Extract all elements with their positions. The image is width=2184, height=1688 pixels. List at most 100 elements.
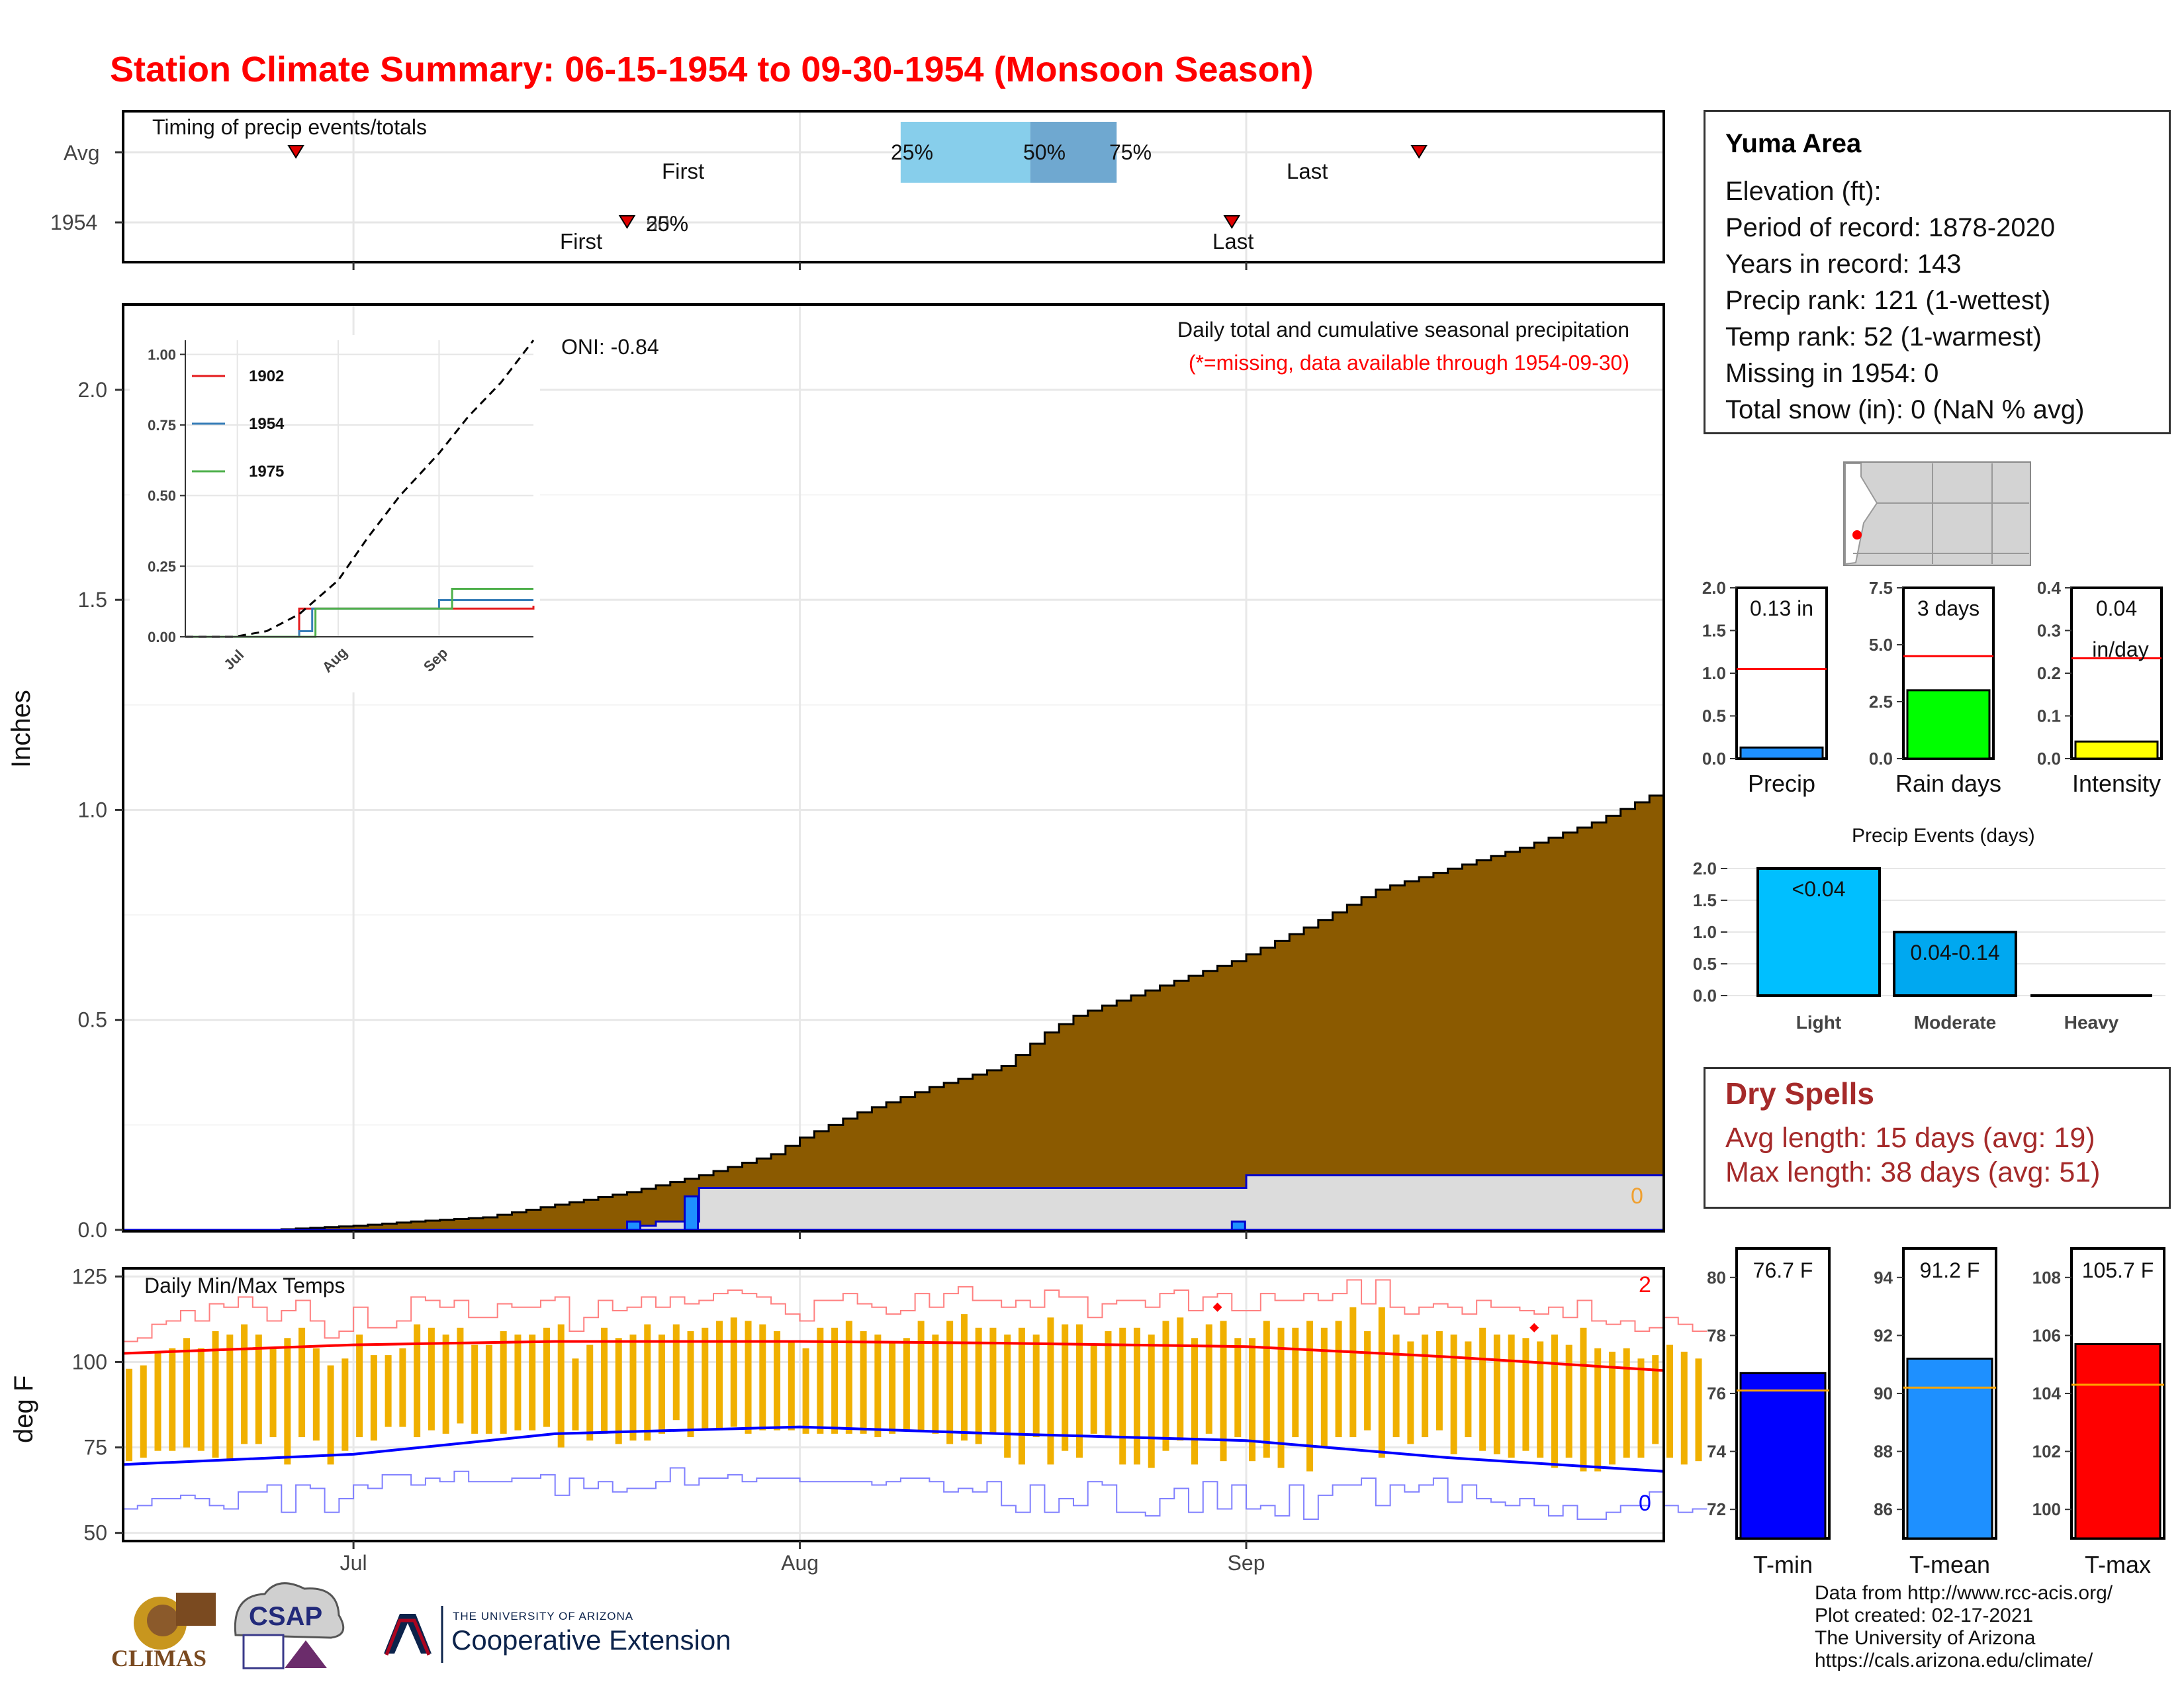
daily-temp-bar — [644, 1324, 651, 1441]
daily-temp-bar — [1580, 1327, 1587, 1472]
gauges: 0.0 0.5 1.0 1.5 2.0 0.13 in Precip 0.0 2.5 5.0 7.5… — [1702, 578, 2163, 797]
intensity-gauge-value-unit: in/day — [2092, 637, 2148, 661]
tmax-temp-gauge-bar — [2074, 1343, 2161, 1540]
obs-pct-label-2: 50% — [646, 212, 689, 236]
event-bar-label: <0.04 — [1792, 877, 1846, 901]
rain_days-gauge-bar — [1906, 689, 1991, 760]
daily-temp-bar — [356, 1335, 363, 1438]
daily-temp-bar — [1277, 1327, 1285, 1468]
record-high-marker — [1212, 1302, 1222, 1312]
daily-temp-bar — [1594, 1348, 1602, 1472]
events-ytick-label: 1.0 — [1693, 922, 1717, 942]
daily-temp-bar — [514, 1335, 522, 1430]
csap-logo — [234, 1582, 345, 1669]
daily-temp-bar — [341, 1358, 349, 1451]
min-record-count: 0 — [1639, 1491, 1651, 1516]
temp-ytick-label: 100 — [72, 1350, 107, 1374]
tmean-temp-gauge-tick-label: 86 — [1874, 1499, 1893, 1519]
avg-last-label: Last — [1287, 159, 1328, 183]
daily-temp-bar — [298, 1327, 306, 1438]
daily-temp-bar — [600, 1327, 608, 1434]
daily-temp-bar — [802, 1348, 809, 1434]
tmin-temp-gauge-tick-label: 80 — [1707, 1268, 1726, 1288]
daily-temp-bar — [327, 1365, 334, 1465]
intensity-gauge-tick-label: 0.4 — [2037, 578, 2062, 598]
daily-temp-bar — [1335, 1321, 1342, 1438]
record-low-envelope — [123, 1467, 1707, 1521]
daily-temp-bar — [1493, 1335, 1500, 1454]
daily-temp-bar — [1608, 1351, 1615, 1465]
intensity-gauge-tick-label: 0.2 — [2037, 663, 2061, 683]
precip-panel-title: Daily total and cumulative seasonal prec… — [1177, 318, 1629, 342]
daily-temp-bar — [557, 1324, 565, 1448]
daily-temp-bar — [903, 1338, 910, 1430]
climas-logo — [134, 1593, 216, 1650]
credit-url: https://cals.arizona.edu/climate/ — [1815, 1650, 2093, 1671]
event-bar-light — [1756, 867, 1881, 997]
daily-temp-bar — [817, 1327, 824, 1434]
pct75-label: 75% — [1109, 140, 1152, 164]
daily-temp-bar — [716, 1321, 723, 1430]
daily-temp-bar — [1422, 1335, 1429, 1438]
daily-temp-bar — [889, 1341, 896, 1434]
temp-xtick-label: Sep — [1228, 1551, 1265, 1575]
daily-temp-bar — [428, 1327, 435, 1430]
inset-legend-label: 1954 — [249, 415, 285, 433]
daily-temp-bar — [946, 1321, 954, 1444]
daily-temp-bar — [1234, 1338, 1242, 1438]
daily-temp-bar — [1062, 1324, 1069, 1451]
temp-frame — [122, 1267, 1665, 1542]
daily-temp-bar — [1695, 1358, 1702, 1462]
precip-ytick-label: 0.0 — [78, 1218, 107, 1242]
daily-temp-bar — [385, 1355, 392, 1427]
location-map — [1843, 461, 2031, 566]
daily-temp-bar — [615, 1338, 622, 1444]
daily-temp-bar — [1292, 1327, 1299, 1438]
precip-events-title: Precip Events (days) — [1852, 825, 2035, 847]
avg-last-marker — [1410, 145, 1428, 159]
daily-temp-bar — [399, 1348, 406, 1427]
temp-panel-title: Daily Min/Max Temps — [144, 1274, 345, 1297]
daily-temp-bar — [1205, 1324, 1212, 1434]
tmin-temp-gauge-bar — [1739, 1372, 1827, 1540]
precip-gauge-tick-label: 0.5 — [1702, 706, 1726, 726]
station-marker — [1852, 530, 1862, 539]
daily-temp-bar — [140, 1365, 147, 1458]
tmin-temp-gauge-tick-label: 72 — [1707, 1499, 1726, 1519]
timing-label: Timing of precip events/totals — [152, 115, 427, 139]
timing-row-avg: Avg — [64, 141, 100, 165]
quartile-50-75-bar — [1030, 122, 1117, 183]
daily-temp-bar — [1075, 1324, 1083, 1458]
daily-temp-bar — [1666, 1344, 1673, 1458]
daily-temp-bar — [989, 1327, 997, 1434]
daily-temp-bar — [860, 1331, 867, 1434]
daily-temp-bar — [269, 1348, 277, 1438]
daily-temp-bar — [1508, 1335, 1515, 1458]
precip-ytick-label: 1.0 — [78, 798, 107, 821]
page-title: Station Climate Summary: 06-15-1954 to 0… — [110, 50, 1314, 89]
daily-temp-bar — [774, 1331, 781, 1430]
pct25-label: 25% — [891, 140, 934, 164]
timeline-panel — [115, 110, 1665, 270]
precip-gauge-frame — [1735, 586, 1828, 760]
intensity-gauge-frame — [2070, 586, 2163, 760]
logos — [134, 1582, 443, 1669]
daily-temp-bar — [917, 1321, 925, 1430]
quartile-25-50-bar — [900, 122, 1030, 183]
daily-temp-bar — [1450, 1335, 1457, 1454]
obs-first-label: First — [560, 229, 603, 254]
event-category-label: Heavy — [2064, 1012, 2119, 1033]
temp-rank: Temp rank: 52 (1-warmest) — [1725, 322, 2042, 352]
event-bar-label: 0.04-0.14 — [1910, 941, 1999, 964]
daily-temp-bar — [1249, 1338, 1256, 1462]
daily-temp-bar — [1364, 1331, 1371, 1430]
daily-temp-bar — [1465, 1341, 1472, 1438]
daily-temp-bar — [312, 1348, 320, 1441]
record-high-marker — [1529, 1323, 1539, 1333]
station-info-box: Yuma Area Elevation (ft): Period of reco… — [1704, 110, 2171, 434]
tmax-temp-gauge-tick-label: 108 — [2032, 1268, 2061, 1288]
daily-temp-bar — [629, 1335, 637, 1441]
dry-spells-avg: Avg length: 15 days (avg: 19) — [1725, 1122, 2095, 1154]
precip-ylabel: Inches — [7, 690, 36, 768]
temp-panel: 50 75 100 125 Jul Aug Sep — [72, 1264, 1707, 1575]
